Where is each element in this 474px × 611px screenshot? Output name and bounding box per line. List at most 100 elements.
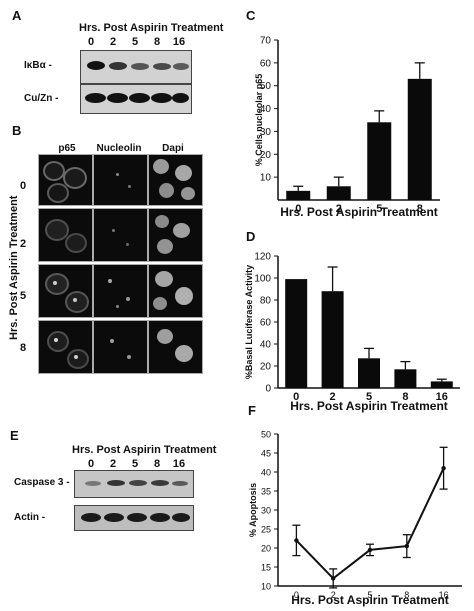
micrograph-nucleolin-2 xyxy=(93,208,148,262)
micrograph-p65-5 xyxy=(38,264,93,318)
actin-band xyxy=(127,513,147,522)
col-header-p65: p65 xyxy=(58,143,76,154)
chart-d-x-tick-label: 5 xyxy=(366,391,372,403)
spot xyxy=(116,173,119,176)
chart-f-x-tick-label: 16 xyxy=(439,590,449,600)
chart-f-y-tick-label: 50 xyxy=(261,430,271,440)
spot xyxy=(54,338,58,342)
caspase3-band xyxy=(151,480,169,486)
nucleus xyxy=(153,159,169,174)
chart-f-point xyxy=(367,547,373,553)
chart-f-point xyxy=(294,538,299,543)
chart-d-y-tick-label: 80 xyxy=(260,296,272,307)
cuzn-blot xyxy=(80,84,192,114)
spot xyxy=(126,243,129,246)
micrograph-dapi-2 xyxy=(148,208,203,262)
chart-f-y-tick-label: 25 xyxy=(261,525,271,535)
col-header-nucleolin: Nucleolin xyxy=(96,143,142,154)
spot xyxy=(108,279,112,283)
spot xyxy=(73,298,77,302)
chart-d-y-tick-label: 40 xyxy=(260,340,272,351)
micrograph-nucleolin-8 xyxy=(93,320,148,374)
panel-a-lane-5: 5 xyxy=(131,36,139,48)
chart-c-x-tick-label: 8 xyxy=(417,203,423,215)
panel-a-lane-0: 0 xyxy=(87,36,95,48)
row-label-2: 2 xyxy=(20,238,27,250)
cell xyxy=(45,273,69,295)
chart-c-y-tick-label: 70 xyxy=(260,36,272,47)
chart-d-x-label: Hrs. Post Aspirin Treatment xyxy=(290,399,448,413)
chart-d-x-tick-label: 0 xyxy=(293,391,299,403)
panel-e-lane-2: 2 xyxy=(109,458,117,470)
panel-a-lane-8: 8 xyxy=(153,36,161,48)
actin-band xyxy=(81,513,101,522)
ikba-band xyxy=(87,61,105,70)
chart-c-bar xyxy=(407,78,432,200)
cell xyxy=(63,167,87,189)
chart-f-y-tick-label: 20 xyxy=(261,544,271,554)
panel-a-lane-16: 16 xyxy=(172,36,186,48)
panel-a-title: Hrs. Post Aspirin Treatment xyxy=(79,22,224,34)
chart-c-bar xyxy=(326,186,351,200)
panel-a-letter: A xyxy=(12,8,22,23)
chart-d-bar xyxy=(430,381,453,388)
chart-f-y-tick-label: 35 xyxy=(261,487,271,497)
nucleus xyxy=(181,187,195,200)
nucleus xyxy=(175,165,192,181)
chart-d-x-tick-label: 2 xyxy=(330,391,336,403)
actin-band xyxy=(104,513,124,522)
cuzn-band xyxy=(129,93,150,103)
row-label-5: 5 xyxy=(20,290,27,302)
micrograph-p65-8 xyxy=(38,320,93,374)
nucleus xyxy=(159,183,174,198)
chart-c-y-tick-label: 50 xyxy=(260,81,272,92)
micrograph-dapi-5 xyxy=(148,264,203,318)
ikba-band xyxy=(173,63,189,70)
panel-f-letter: F xyxy=(248,403,256,418)
cell xyxy=(47,331,69,352)
chart-f-x-tick-label: 0 xyxy=(294,590,299,600)
spot xyxy=(112,229,115,232)
chart-c-x-tick-label: 5 xyxy=(376,203,382,215)
chart-d-y-tick-label: 120 xyxy=(254,252,271,263)
cuzn-band xyxy=(172,93,189,103)
spot xyxy=(74,355,78,359)
ikba-blot xyxy=(80,50,192,84)
cell xyxy=(65,291,89,313)
chart-d-bar xyxy=(285,279,308,388)
panel-c-letter: C xyxy=(246,8,256,23)
chart-f-point xyxy=(441,466,446,471)
panel-a-lane-2: 2 xyxy=(109,36,117,48)
chart-c-x-tick-label: 0 xyxy=(295,203,301,215)
nucleus xyxy=(155,215,169,228)
cuzn-band xyxy=(151,93,172,103)
panel-b-letter: B xyxy=(12,123,22,138)
chart-f-y-tick-label: 40 xyxy=(261,468,271,478)
row-label-8: 8 xyxy=(20,342,27,354)
panel-d-letter: D xyxy=(246,229,256,244)
spot xyxy=(53,281,57,285)
spot xyxy=(116,305,119,308)
caspase3-band xyxy=(85,481,101,486)
chart-d-x-tick-label: 16 xyxy=(436,391,448,403)
spot xyxy=(127,355,131,359)
chart-f-x-tick-label: 5 xyxy=(367,590,372,600)
chart-d-y-tick-label: 20 xyxy=(260,362,272,373)
panel-e-letter: E xyxy=(10,428,19,443)
panel-e-lane-5: 5 xyxy=(131,458,139,470)
ikba-band xyxy=(109,62,127,70)
micrograph-p65-2 xyxy=(38,208,93,262)
caspase3-band xyxy=(172,481,188,486)
actin-band xyxy=(150,513,170,522)
nucleus xyxy=(175,345,193,362)
chart-d-y-label: %Basal Luciferase Activity xyxy=(244,265,254,379)
caspase3-row-label: Caspase 3 - xyxy=(14,477,70,488)
micrograph-p65-0 xyxy=(38,154,93,206)
micrograph-dapi-8 xyxy=(148,320,203,374)
chart-f-x-tick-label: 2 xyxy=(331,590,336,600)
chart-c-bar xyxy=(367,122,392,200)
chart-d-y-tick-label: 0 xyxy=(265,384,271,395)
chart-d-x-tick-label: 8 xyxy=(402,391,408,403)
chart-d-y-tick-label: 60 xyxy=(260,318,272,329)
